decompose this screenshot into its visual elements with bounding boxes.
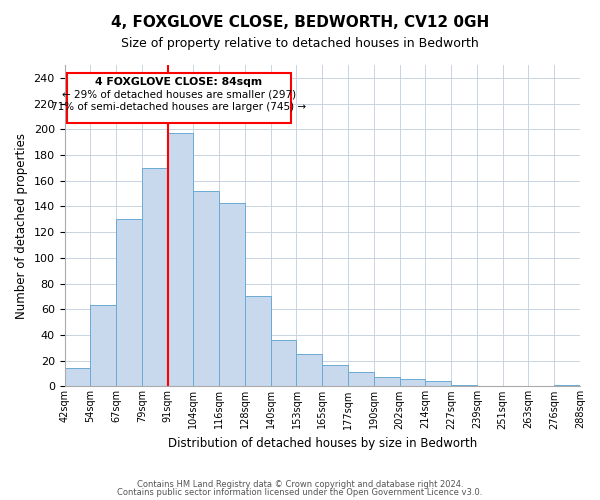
Bar: [142, 168, 167, 386]
Bar: [296, 354, 322, 386]
Text: 71% of semi-detached houses are larger (745) →: 71% of semi-detached houses are larger (…: [52, 102, 307, 113]
Bar: [116, 220, 142, 386]
X-axis label: Distribution of detached houses by size in Bedworth: Distribution of detached houses by size …: [167, 437, 477, 450]
Text: Contains public sector information licensed under the Open Government Licence v3: Contains public sector information licen…: [118, 488, 482, 497]
Bar: [65, 368, 91, 386]
Text: 4, FOXGLOVE CLOSE, BEDWORTH, CV12 0GH: 4, FOXGLOVE CLOSE, BEDWORTH, CV12 0GH: [111, 15, 489, 30]
Bar: [322, 364, 348, 386]
Bar: [271, 340, 296, 386]
Bar: [193, 191, 219, 386]
Bar: [219, 202, 245, 386]
Bar: [374, 378, 400, 386]
Text: 4 FOXGLOVE CLOSE: 84sqm: 4 FOXGLOVE CLOSE: 84sqm: [95, 76, 263, 86]
Bar: [348, 372, 374, 386]
Bar: [167, 133, 193, 386]
Bar: [400, 378, 425, 386]
Bar: [425, 381, 451, 386]
Text: Contains HM Land Registry data © Crown copyright and database right 2024.: Contains HM Land Registry data © Crown c…: [137, 480, 463, 489]
Bar: [245, 296, 271, 386]
Y-axis label: Number of detached properties: Number of detached properties: [15, 132, 28, 318]
Bar: [91, 306, 116, 386]
Text: Size of property relative to detached houses in Bedworth: Size of property relative to detached ho…: [121, 38, 479, 51]
Bar: [554, 385, 580, 386]
Text: ← 29% of detached houses are smaller (297): ← 29% of detached houses are smaller (29…: [62, 90, 296, 100]
Bar: [67, 72, 292, 123]
Bar: [451, 385, 477, 386]
